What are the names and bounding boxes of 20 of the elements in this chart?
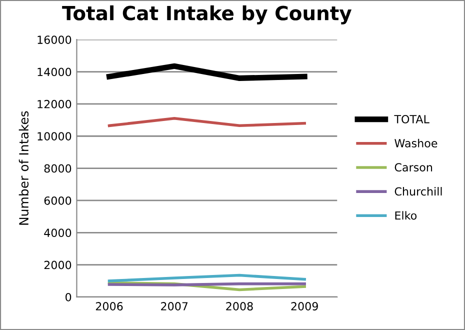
x-tick-label: 2009 <box>291 302 318 310</box>
y-tick-label: 4000 <box>44 228 72 238</box>
y-tick-label: 2000 <box>44 260 72 270</box>
x-tick-label: 2008 <box>226 302 253 310</box>
x-tick-label: 2006 <box>96 302 123 310</box>
y-tick-label: 14000 <box>38 68 72 76</box>
legend-label: Washoe <box>394 138 438 148</box>
legend-label: Elko <box>395 211 417 220</box>
legend-label: Carson <box>394 163 432 172</box>
y-tick-label: 8000 <box>44 164 72 173</box>
x-tick-label: 2007 <box>161 302 188 310</box>
y-axis-title: Number of Intakes <box>18 111 29 225</box>
legend-label: TOTAL <box>394 114 430 124</box>
legend-label: Churchill <box>394 187 442 196</box>
y-tick-label: 16000 <box>38 36 72 44</box>
y-tick-label: 6000 <box>44 196 72 205</box>
chart-title: Total Cat Intake by County <box>62 5 352 24</box>
y-tick-label: 10000 <box>38 132 72 141</box>
y-tick-label: 12000 <box>38 100 72 108</box>
y-tick-label: 0 <box>66 292 72 302</box>
